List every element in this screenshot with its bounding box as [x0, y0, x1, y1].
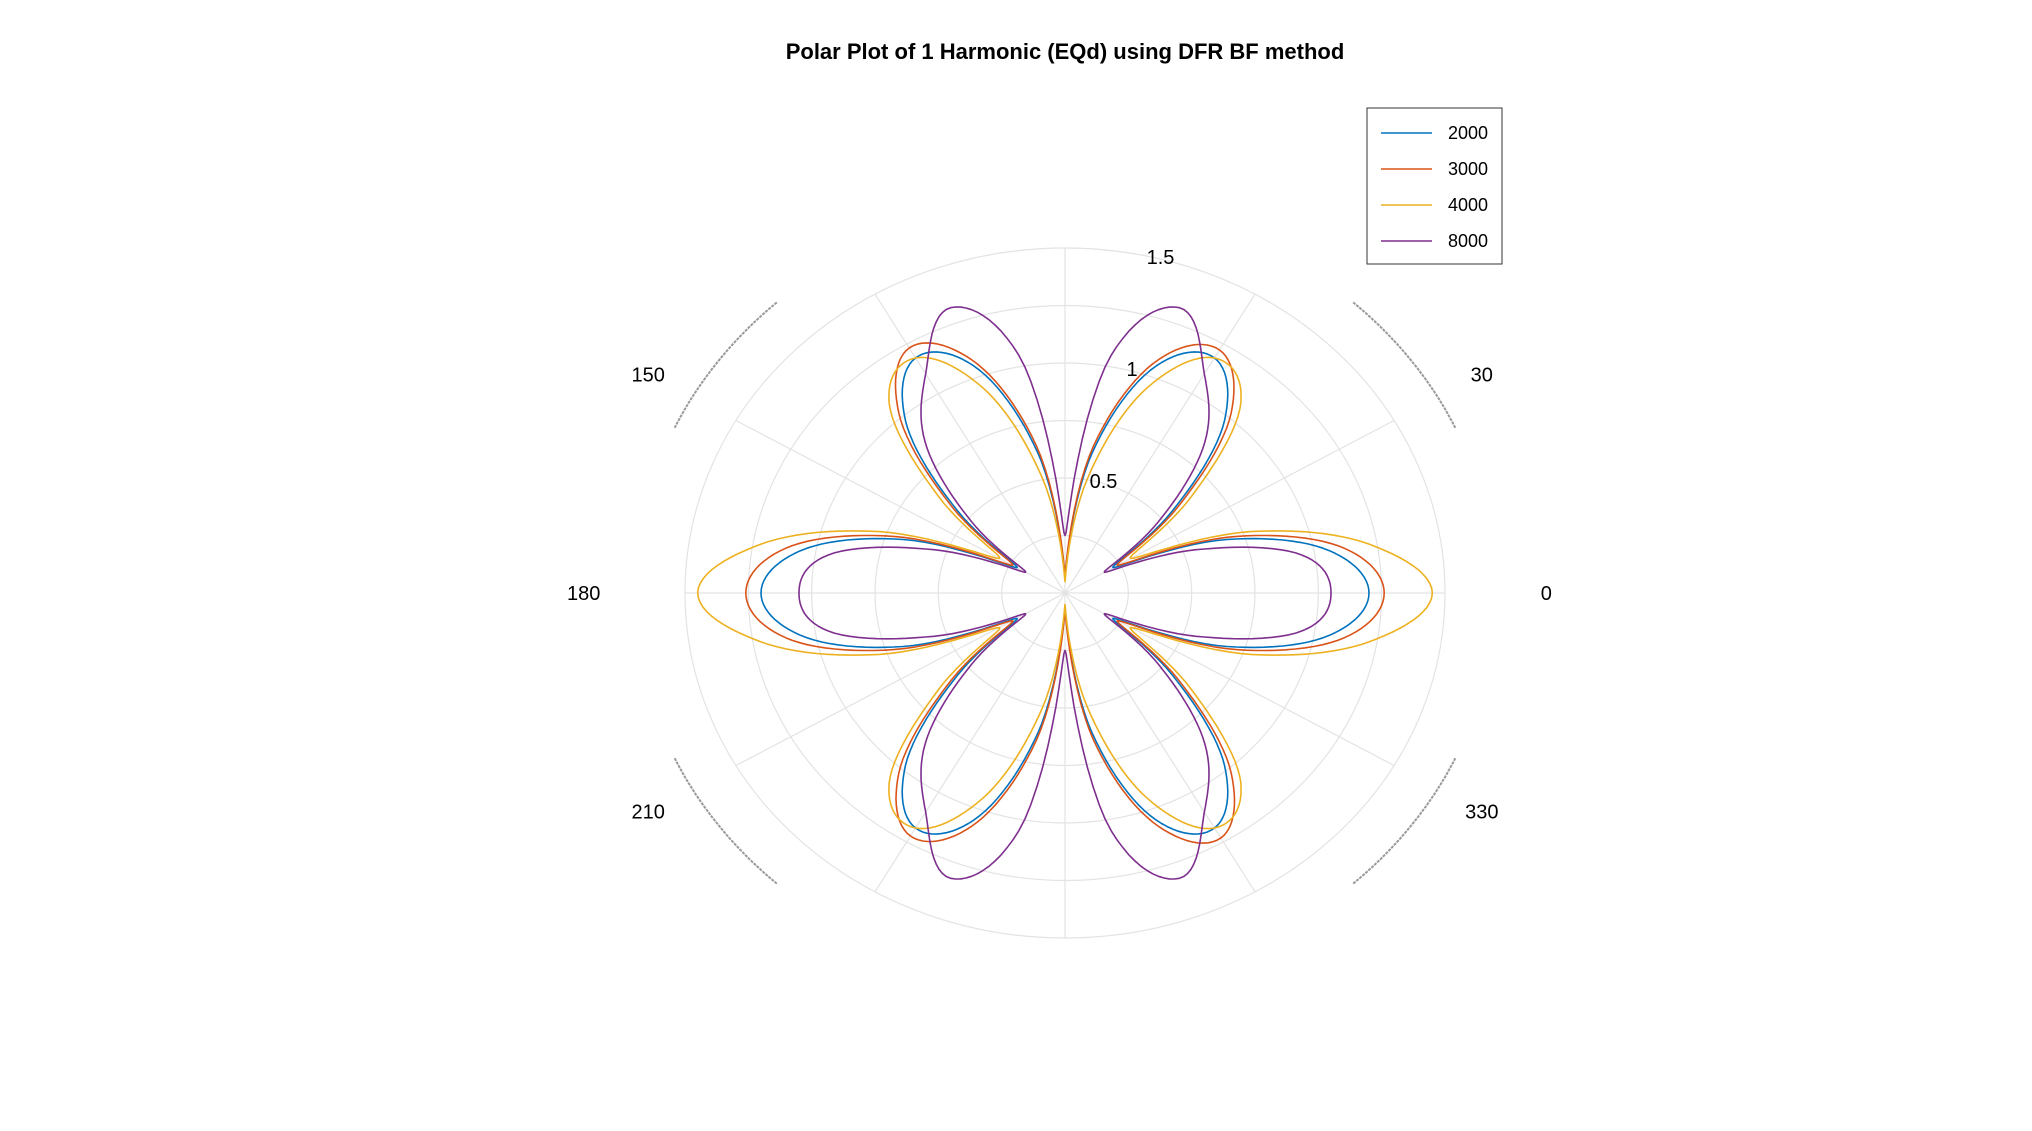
theta-tick-label: 0 — [1541, 583, 1552, 605]
grid-spoke — [1064, 293, 1256, 594]
r-tick-label: 1 — [1126, 359, 1137, 381]
grid-spoke — [1064, 592, 1256, 893]
theta-axis-arc — [1352, 757, 1457, 885]
legend-box — [1366, 107, 1503, 265]
theta-tick-label: 210 — [632, 802, 665, 824]
legend-label: 3000 — [1448, 159, 1488, 179]
grid-spoke — [874, 293, 1066, 594]
theta-tick-label: 180 — [567, 583, 600, 605]
theta-axis-arcs — [673, 301, 1457, 885]
r-tick-label: 1.5 — [1147, 247, 1175, 269]
theta-axis-arc — [673, 757, 778, 885]
theta-tick-label: 150 — [632, 365, 665, 387]
r-tick-labels: 0.5 1 1.5 — [1090, 247, 1175, 493]
grid-spoke — [874, 592, 1066, 893]
legend: 2000 3000 4000 8000 — [1366, 107, 1503, 265]
theta-tick-label: 330 — [1465, 802, 1498, 824]
theta-tick-labels: 0 30 150 180 210 330 — [567, 365, 1552, 824]
legend-label: 4000 — [1448, 195, 1488, 215]
theta-axis-arc — [673, 301, 778, 429]
theta-tick-label: 30 — [1471, 365, 1493, 387]
series-line-3000 — [744, 342, 1385, 844]
series-lines — [696, 306, 1434, 880]
theta-axis-arc — [1352, 301, 1457, 429]
legend-label: 2000 — [1448, 123, 1488, 143]
chart-title: Polar Plot of 1 Harmonic (EQd) using DFR… — [786, 39, 1345, 64]
series-line-8000 — [798, 306, 1332, 880]
r-tick-label: 0.5 — [1090, 471, 1118, 493]
legend-label: 8000 — [1448, 231, 1488, 251]
series-line-4000 — [696, 356, 1434, 830]
